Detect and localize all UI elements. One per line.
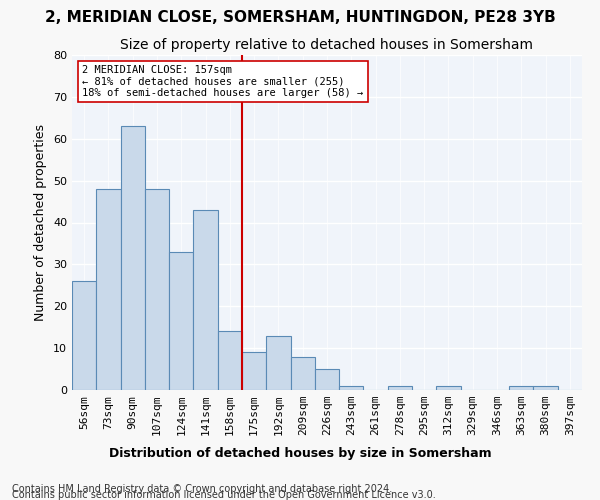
Bar	[145, 189, 169, 390]
Bar	[121, 126, 145, 390]
Bar	[242, 352, 266, 390]
Text: 2, MERIDIAN CLOSE, SOMERSHAM, HUNTINGDON, PE28 3YB: 2, MERIDIAN CLOSE, SOMERSHAM, HUNTINGDON…	[44, 10, 556, 25]
Title: Size of property relative to detached houses in Somersham: Size of property relative to detached ho…	[121, 38, 533, 52]
Text: Contains public sector information licensed under the Open Government Licence v3: Contains public sector information licen…	[12, 490, 436, 500]
Bar	[72, 281, 96, 390]
Text: Distribution of detached houses by size in Somersham: Distribution of detached houses by size …	[109, 448, 491, 460]
Bar	[436, 386, 461, 390]
Text: Contains HM Land Registry data © Crown copyright and database right 2024.: Contains HM Land Registry data © Crown c…	[12, 484, 392, 494]
Bar	[169, 252, 193, 390]
Bar	[339, 386, 364, 390]
Bar	[509, 386, 533, 390]
Bar	[388, 386, 412, 390]
Text: 2 MERIDIAN CLOSE: 157sqm
← 81% of detached houses are smaller (255)
18% of semi-: 2 MERIDIAN CLOSE: 157sqm ← 81% of detach…	[82, 65, 364, 98]
Bar	[193, 210, 218, 390]
Bar	[290, 356, 315, 390]
Bar	[266, 336, 290, 390]
Bar	[533, 386, 558, 390]
Bar	[218, 332, 242, 390]
Bar	[96, 189, 121, 390]
Y-axis label: Number of detached properties: Number of detached properties	[34, 124, 47, 321]
Bar	[315, 369, 339, 390]
